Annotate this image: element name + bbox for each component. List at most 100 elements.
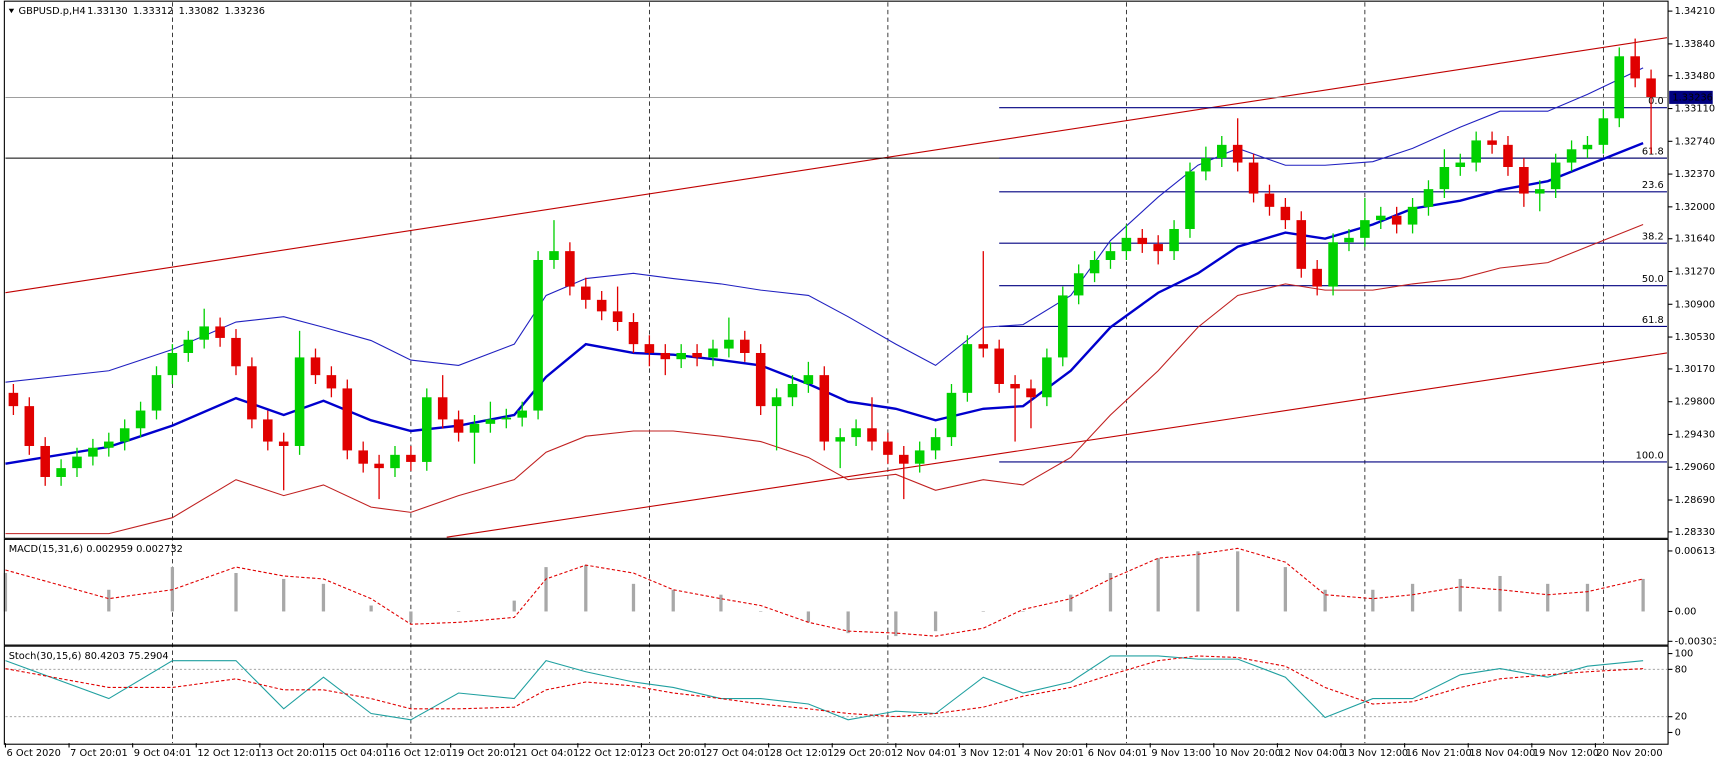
candle-body [501,417,512,420]
candle-body [835,437,845,442]
y-tick-label: 1.32000 [1675,202,1716,213]
macd-bar [1323,589,1327,612]
candle-body [851,428,861,438]
x-tick-label: 7 Oct 20:01 [70,748,128,759]
candle-body [1439,166,1450,190]
candle-body [867,428,877,442]
candle-body [676,352,686,360]
candle-body [1455,162,1466,167]
ohlc-value: 1.33236 [224,6,265,17]
fib-label: 100.0 [1636,450,1664,461]
candle-body [104,441,114,448]
candle-body [1248,162,1259,194]
candle-body [612,311,623,322]
candle-body [1121,237,1132,252]
y-tick-label: 1.33480 [1675,71,1716,82]
candle-body [1550,162,1561,190]
candle-body [1630,56,1640,79]
y-tick-label: 1.28330 [1675,527,1716,538]
macd-bar [512,600,516,612]
candle-body [787,383,798,398]
candle-body [1026,388,1036,398]
candle-body [1105,251,1116,260]
macd-bar [544,567,548,612]
y-tick-label: 80 [1675,664,1687,675]
ohlc-value: 1.33082 [179,6,220,17]
y-tick-label: 20 [1675,712,1687,723]
candle-body [358,450,368,464]
fib-label: 50.0 [1642,274,1664,285]
trend-line [446,352,1668,538]
candle-body [581,286,591,300]
panel-frame [3,645,1669,745]
current-price-box [1669,90,1713,104]
panel-frame [3,538,1669,646]
candle-body [930,437,941,451]
y-tick-label: 0.00 [1675,606,1697,617]
stoch-signal [5,655,1644,718]
y-tick-label: 1.29060 [1675,462,1716,473]
candle-body [24,406,35,446]
macd-bar [3,573,8,612]
x-tick-label: 13 Nov 12:00 [1342,748,1408,759]
candle-body [660,352,671,360]
x-tick-label: 21 Oct 04:01 [515,748,579,759]
y-tick-label: 1.30170 [1675,364,1716,375]
y-tick-label: 1.33840 [1675,39,1716,50]
candle-body [1423,189,1434,207]
candle-body [628,321,639,345]
candle-body [1042,357,1052,398]
candle-body [724,339,734,349]
y-tick-label: 0.006138 [1675,546,1716,557]
y-tick-label: 1.34210 [1675,6,1716,17]
y-tick-label: 1.32740 [1675,136,1716,147]
candle-body [278,441,289,446]
y-tick-label: 1.32370 [1675,169,1716,180]
macd-bar [1021,611,1025,613]
macd-bar [1410,583,1415,612]
x-tick-label: 10 Nov 20:00 [1215,748,1281,759]
candle-body [1614,56,1625,119]
macd-bar [107,589,111,612]
candle-body [994,348,1004,384]
macd-bar [631,583,636,612]
candle-body [819,375,830,442]
y-tick-label: 1.33110 [1675,104,1716,115]
x-tick-label: 15 Oct 04:01 [325,748,389,759]
candle-body [1598,118,1609,145]
x-tick-label: 6 Oct 2020 [7,748,61,759]
candle-body [1376,215,1386,221]
fib-label: 61.8 [1642,147,1664,158]
candle-body [422,397,432,462]
macd-bar [409,611,413,623]
candle-body [1169,228,1179,252]
macd-bar [1458,578,1462,612]
candle-body [1201,158,1211,172]
candle-body [231,337,241,367]
candle-body [72,456,82,469]
candle-body [437,397,448,420]
x-tick-label: 6 Nov 04:01 [1088,748,1148,759]
x-tick-label: 2 Nov 04:01 [897,748,957,759]
collapse-arrow[interactable] [8,8,15,14]
ohlc-value: 1.33130 [87,6,128,17]
x-tick-label: 22 Oct 12:01 [579,748,643,759]
y-tick-label: 1.29800 [1675,397,1716,408]
macd-bar [719,594,723,612]
candle-body [485,419,496,424]
candle-body [310,357,321,376]
candle-body [119,428,130,442]
symbol: GBPUSD.p,H4 [19,6,86,17]
candle-body [1646,78,1656,98]
macd-bar [1069,594,1073,612]
macd-bar [1641,578,1645,612]
macd-bar [282,578,286,612]
x-tick-label: 9 Nov 13:00 [1151,748,1211,759]
candle-body [342,388,353,451]
current-price-label: 1.33236 [1672,92,1713,103]
candle-body [199,326,209,340]
candle-body [1312,268,1322,287]
candle-body [1010,383,1020,389]
